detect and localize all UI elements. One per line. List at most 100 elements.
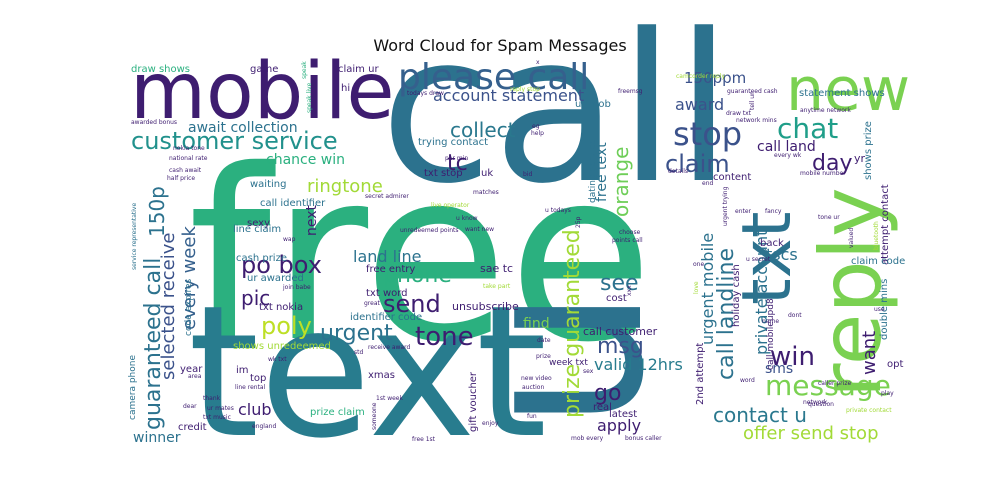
- word-next: next: [304, 204, 320, 236]
- word-points-call: points call: [612, 237, 643, 244]
- word-tc: tc: [447, 151, 468, 176]
- word-love: love: [693, 281, 700, 294]
- word-bid: bid: [523, 171, 532, 178]
- word-sex: sex: [583, 368, 594, 375]
- word-fun: fun: [527, 413, 537, 420]
- word-every-wk: every wk: [774, 152, 802, 159]
- word-cash-prize: cash prize: [236, 253, 287, 264]
- word-week-txt: week txt: [549, 358, 588, 368]
- word-call-landline: call landline: [714, 248, 739, 380]
- word-unredeemed-points: unredeemed points: [400, 227, 459, 234]
- word-claim: claim: [665, 150, 730, 178]
- word-attempt-contact: attempt contact: [880, 184, 891, 265]
- word-valued: valued: [848, 228, 855, 248]
- word-someone: someone: [371, 402, 378, 430]
- word-camera-phone: camera phone: [128, 355, 138, 420]
- word-urgent: urgent: [320, 321, 393, 346]
- word-im: im: [236, 365, 249, 376]
- word-win: win: [770, 342, 815, 372]
- word-todays-draw: todays draw: [407, 90, 444, 97]
- word-prize-guaranteed: prize guaranteed: [560, 229, 585, 418]
- word-receive-award: receive award: [368, 344, 410, 351]
- word-dating-service: dating service: [588, 139, 598, 203]
- word-auction: auction: [522, 384, 544, 391]
- word-orange: orange: [609, 147, 633, 217]
- word-guaranteed-call: guaranteed call: [141, 258, 166, 430]
- word-phone: phone: [383, 263, 452, 288]
- word-speak-live: speak live: [306, 82, 313, 113]
- word-mobile: mobile: [130, 47, 395, 137]
- word-hi: hi: [341, 83, 350, 94]
- word-x: x: [536, 59, 540, 66]
- word-thank: thank: [203, 395, 221, 402]
- word-opt: opt: [887, 359, 903, 370]
- word-freemsg: freemsg: [618, 88, 643, 95]
- word-urgent-trying: urgent trying: [722, 186, 729, 226]
- word-network-mins: network mins: [736, 117, 777, 124]
- word-double-mins: double mins: [879, 279, 890, 340]
- word-stop: stop: [673, 115, 742, 153]
- word-await-collection: await collection: [188, 120, 298, 136]
- word-sms: sms: [765, 361, 793, 377]
- word-free-entry: free entry: [366, 264, 415, 275]
- word-statement-shows: statement shows: [799, 88, 885, 99]
- word-tone-ur: tone ur: [818, 214, 840, 221]
- chart-title: Word Cloud for Spam Messages: [373, 36, 627, 55]
- word-150p: 150p: [145, 186, 169, 237]
- word-new: new: [786, 55, 910, 125]
- word-wap: wap: [283, 236, 296, 243]
- word-bonus-caller: bonus caller: [625, 435, 662, 442]
- word-day: day: [812, 151, 852, 176]
- word-txt-nokia: txt nokia: [259, 302, 303, 313]
- word-prize-claim: prize claim: [310, 407, 365, 418]
- word-line-rental: line rental: [235, 384, 266, 391]
- word-account-statement: account statement: [433, 86, 584, 105]
- word-tscs: tscs: [766, 245, 798, 264]
- word-see: see: [600, 271, 639, 296]
- word-u-know: u know: [456, 215, 478, 222]
- word-customer-service: customer service: [131, 127, 338, 155]
- word-caller-prize: caller prize: [818, 380, 851, 387]
- word-national-rate: national rate: [169, 155, 208, 162]
- word-play: play: [881, 390, 894, 397]
- word-awarded-bonus: awarded bonus: [131, 119, 177, 126]
- word-trying-contact: trying contact: [418, 137, 488, 148]
- word-waiting: waiting: [250, 179, 286, 190]
- word-details: details: [668, 168, 688, 175]
- word-england: england: [252, 423, 276, 430]
- word-identifier-code: identifier code: [350, 312, 422, 323]
- word-enter: enter: [735, 208, 752, 215]
- word-anytime-network: anytime network: [800, 107, 851, 114]
- word-private-contact: private contact: [846, 407, 892, 414]
- word-award: award: [675, 95, 724, 114]
- word-1st-week: 1st week: [376, 395, 403, 402]
- word-credit: credit: [178, 422, 207, 433]
- word-gift-voucher: gift voucher: [468, 371, 479, 432]
- word-area: area: [188, 373, 202, 380]
- word-end: end: [702, 180, 713, 187]
- word-txt-word: txt word: [366, 288, 408, 299]
- word-matches: matches: [473, 189, 499, 196]
- word-game: game: [250, 64, 278, 75]
- word-sexy: sexy: [247, 218, 270, 229]
- word-code-expires: code expires: [184, 278, 194, 336]
- word-call-mobileupd8: call mobileupd8: [766, 298, 776, 370]
- word-call-identifier: call identifier: [260, 198, 326, 209]
- word-ringtone: ringtone: [307, 176, 383, 197]
- word-real: real: [593, 402, 612, 413]
- word-go: go: [594, 381, 621, 406]
- word-free-text: free text: [594, 142, 610, 202]
- word-sae-tc: sae tc: [480, 262, 513, 275]
- word-bluetooth: bluetooth: [873, 221, 880, 250]
- word-xmas: xmas: [368, 370, 395, 381]
- word-xxx: xxx: [626, 285, 633, 296]
- word-u-todays: u todays: [545, 207, 571, 214]
- word-chat: chat: [777, 112, 838, 145]
- word-offer-send-stop: offer send stop: [743, 423, 879, 444]
- word-unsubscribe: unsubscribe: [452, 300, 519, 313]
- word-tone: tone: [415, 322, 474, 352]
- word-help: help: [531, 130, 544, 137]
- word-join-babe: join babe: [282, 284, 311, 291]
- word-wk-txt: wk txt: [268, 356, 287, 363]
- word-draw-txt: draw txt: [726, 110, 752, 117]
